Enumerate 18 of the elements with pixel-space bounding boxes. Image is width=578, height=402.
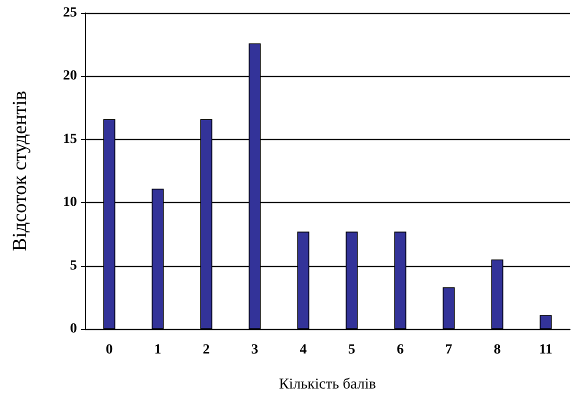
x-tick-label: 1	[154, 342, 162, 358]
x-tick-label: 8	[494, 342, 501, 358]
x-axis-title: Кількість балів	[279, 376, 376, 392]
x-tick-label: 4	[300, 342, 307, 358]
x-tick-label: 6	[396, 342, 404, 358]
x-tick-label: 7	[445, 342, 452, 358]
y-tick-label: 15	[63, 132, 77, 147]
x-tick-label: 5	[348, 342, 356, 358]
x-tick-label: 3	[251, 342, 258, 358]
y-tick-label: 5	[70, 258, 77, 274]
x-tick-label: 11	[539, 342, 552, 358]
y-tick-label: 0	[70, 322, 77, 336]
y-tick-label: 20	[63, 68, 77, 84]
y-tick-label: 10	[63, 195, 77, 210]
y-tick-label: 25	[63, 6, 77, 20]
y-axis-title: Відсоток студентів	[9, 90, 31, 252]
x-tick-label: 0	[106, 342, 113, 358]
x-tick-label: 2	[202, 342, 210, 358]
